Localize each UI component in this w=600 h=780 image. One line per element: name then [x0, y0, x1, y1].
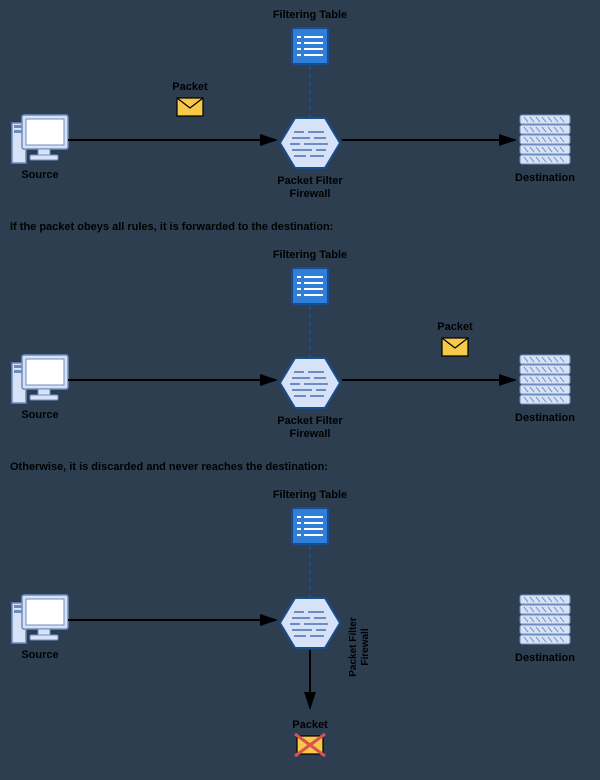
- source-icon: [12, 115, 68, 163]
- source-label: Source: [21, 409, 58, 421]
- destination-icon: [520, 355, 570, 404]
- packet-label: Packet: [172, 81, 208, 93]
- firewall-label-2: Firewall: [290, 188, 331, 200]
- firewall-label-1: Packet Filter: [348, 617, 359, 677]
- filtering-table-icon: [292, 508, 328, 544]
- firewall-label-1: Packet Filter: [277, 175, 343, 187]
- filtering-table-icon: [292, 28, 328, 64]
- firewall-label-2: Firewall: [290, 428, 331, 440]
- caption-forward: If the packet obeys all rules, it is for…: [10, 221, 333, 233]
- packet-rejected-icon: [295, 734, 325, 756]
- scenario-forwarded: Filtering Table Source Packet Filter Fir…: [12, 249, 575, 440]
- filtering-table-label: Filtering Table: [273, 249, 347, 261]
- scenario-incoming: Filtering Table Source Packet Packet Fil…: [12, 9, 575, 200]
- firewall-icon: [280, 598, 340, 648]
- destination-icon: [520, 595, 570, 644]
- source-label: Source: [21, 169, 58, 181]
- packet-icon: [177, 98, 203, 116]
- filtering-table-label: Filtering Table: [273, 9, 347, 21]
- firewall-icon: [280, 118, 340, 168]
- destination-label: Destination: [515, 172, 575, 184]
- firewall-icon: [280, 358, 340, 408]
- firewall-label-2: Firewall: [360, 628, 371, 665]
- packet-label: Packet: [437, 321, 473, 333]
- scenario-discarded: Filtering Table Source Packet Filter Fir…: [12, 489, 575, 756]
- packet-icon: [442, 338, 468, 356]
- filtering-table-icon: [292, 268, 328, 304]
- packet-label: Packet: [292, 719, 328, 731]
- source-icon: [12, 595, 68, 643]
- destination-label: Destination: [515, 652, 575, 664]
- caption-discard: Otherwise, it is discarded and never rea…: [10, 461, 328, 473]
- destination-icon: [520, 115, 570, 164]
- source-label: Source: [21, 649, 58, 661]
- source-icon: [12, 355, 68, 403]
- destination-label: Destination: [515, 412, 575, 424]
- firewall-label-1: Packet Filter: [277, 415, 343, 427]
- filtering-table-label: Filtering Table: [273, 489, 347, 501]
- diagram-canvas: Filtering Table Source Packet Packet Fil…: [0, 0, 600, 780]
